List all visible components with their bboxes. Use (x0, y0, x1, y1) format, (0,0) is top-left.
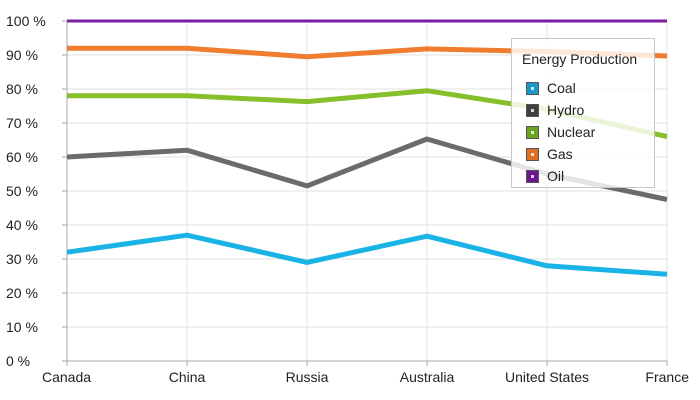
legend-item-hydro[interactable]: Hydro (526, 101, 584, 119)
legend-swatch (526, 81, 539, 95)
series-line-coal (66, 232, 668, 277)
y-tick-label: 0 % (6, 353, 30, 369)
legend-swatch (526, 103, 539, 117)
x-tick-label: China (169, 369, 206, 385)
y-tick-label: 70 % (6, 115, 38, 131)
legend-label: Hydro (547, 102, 585, 118)
x-tick-label: Canada (42, 369, 91, 385)
legend-item-oil[interactable]: Oil (526, 167, 564, 185)
y-tick-label: 10 % (6, 319, 38, 335)
y-tick-label: 80 % (6, 81, 38, 97)
legend-item-coal[interactable]: Coal (526, 79, 576, 97)
y-tick-label: 40 % (6, 217, 38, 233)
legend-label: Gas (547, 146, 573, 162)
x-tick-label: United States (505, 369, 589, 385)
legend-label: Oil (547, 168, 565, 184)
legend-swatch (526, 125, 539, 139)
y-tick-label: 60 % (6, 149, 38, 165)
y-tick-label: 50 % (6, 183, 38, 199)
y-tick-label: 100 % (6, 13, 46, 29)
legend-swatch (526, 147, 539, 161)
y-tick-label: 90 % (6, 47, 38, 63)
legend-item-nuclear[interactable]: Nuclear (526, 123, 595, 141)
legend-label: Coal (547, 80, 576, 96)
tick-labels: 0 % 10 % 20 % 30 % 40 % 50 % 60 % 70 % 80 % 90 % 1… (6, 13, 689, 385)
y-tick-label: 30 % (6, 251, 38, 267)
x-tick-label: Russia (286, 369, 329, 385)
legend-swatch (526, 169, 539, 183)
x-tick-label: France (645, 369, 689, 385)
x-tick-label: Australia (400, 369, 455, 385)
chart-legend: Energy Production Coal Hydro Nuclear Gas Oil (511, 38, 655, 188)
legend-label: Nuclear (547, 124, 596, 140)
legend-item-gas[interactable]: Gas (526, 145, 573, 163)
axes (62, 20, 668, 366)
y-tick-label: 20 % (6, 285, 38, 301)
legend-title: Energy Production (522, 51, 638, 67)
